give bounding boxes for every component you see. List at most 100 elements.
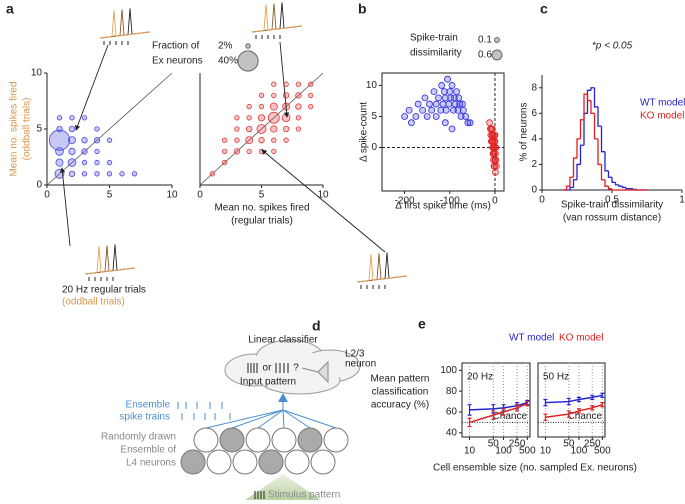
trace xyxy=(99,9,151,39)
size-legend-marker xyxy=(237,50,259,72)
point xyxy=(426,100,433,108)
bubble xyxy=(55,158,64,167)
bubble xyxy=(308,92,314,99)
error-bar xyxy=(515,404,520,412)
histogram-step xyxy=(569,176,574,187)
y-tick-label: 100 xyxy=(440,365,457,376)
point xyxy=(455,94,463,102)
histogram-step xyxy=(579,144,584,165)
bubble xyxy=(69,115,75,121)
bubble xyxy=(221,159,228,166)
y-axis-label: classification xyxy=(372,387,429,398)
bubble xyxy=(221,137,228,143)
pointer-arrow xyxy=(279,41,290,118)
x-tick-label: 250 xyxy=(584,439,601,450)
chart: 0 5 10 Mean no. spikes fired (regular trials… xyxy=(197,72,329,227)
x-tick-label: 0.5 xyxy=(605,195,619,206)
error-bar xyxy=(543,413,548,421)
point xyxy=(445,100,453,108)
bubble xyxy=(295,103,302,110)
x-tick-label: 50 xyxy=(488,439,500,450)
point xyxy=(487,137,495,145)
bubble xyxy=(94,171,100,177)
histogram-step xyxy=(597,138,602,166)
histogram-step xyxy=(597,106,602,127)
plot-frame xyxy=(381,72,505,192)
panel-letter: e xyxy=(418,316,426,332)
point xyxy=(490,144,498,151)
trace xyxy=(99,10,151,39)
trace xyxy=(84,246,136,275)
ensemble-label: L4 neurons xyxy=(126,458,176,469)
size-legend-marker xyxy=(494,37,500,43)
point xyxy=(435,94,442,102)
x-tick-label: 0 xyxy=(492,196,498,207)
x-tick-label: 10 xyxy=(464,446,476,457)
point xyxy=(419,106,427,114)
x-tick-label: 250 xyxy=(509,439,526,450)
y-axis-label: Mean pattern xyxy=(371,374,430,385)
y-tick-label: 0 xyxy=(531,185,537,196)
bubble xyxy=(246,115,252,121)
point xyxy=(439,100,447,108)
size-legend-title: Ex neurons xyxy=(152,56,203,67)
plot-frame xyxy=(537,362,606,438)
pointer-arrow xyxy=(75,44,109,131)
histogram-step xyxy=(579,119,584,139)
error-bar xyxy=(600,402,605,408)
point xyxy=(491,131,498,139)
histogram-step xyxy=(600,126,605,153)
projections xyxy=(205,400,337,429)
size-legend-title: dissimilarity xyxy=(410,48,462,59)
neuron-link xyxy=(301,367,319,373)
point xyxy=(407,119,415,127)
bubble xyxy=(295,126,302,132)
pointer-arrow xyxy=(59,167,71,247)
x-tick-label: 10 xyxy=(166,190,178,201)
y-axis-label: Δ spike-count xyxy=(359,102,370,162)
error-bar xyxy=(491,410,496,420)
trace xyxy=(99,8,151,39)
diagram-title: Linear classifier xyxy=(248,335,318,346)
y-tick-label: 80 xyxy=(446,386,458,397)
point xyxy=(441,119,449,127)
histogram-step xyxy=(632,188,637,191)
histogram-step xyxy=(607,170,612,178)
arrow-head xyxy=(278,393,288,402)
histogram-step xyxy=(590,87,595,91)
x-tick-label: -200 xyxy=(395,196,415,207)
point xyxy=(464,119,472,127)
trace xyxy=(356,254,408,283)
neuron-layer xyxy=(180,427,349,475)
ensemble-label: Ensemble of xyxy=(120,445,176,456)
x-axis-label: (regular trials) xyxy=(231,216,293,227)
annotation: (oddball trials) xyxy=(62,297,125,308)
bubble xyxy=(68,147,76,155)
histogram-step xyxy=(586,94,591,102)
histogram-step xyxy=(593,113,598,140)
point xyxy=(466,119,474,127)
bubble xyxy=(308,103,314,110)
error-bar xyxy=(501,408,506,416)
y-tick-label: 5 xyxy=(371,111,377,122)
bubble xyxy=(270,125,278,133)
error-bar xyxy=(467,417,472,428)
error-bar xyxy=(543,398,548,407)
bubble xyxy=(48,129,71,151)
inset-trace xyxy=(84,244,136,281)
x-tick-label: 100 xyxy=(495,446,512,457)
trace xyxy=(251,2,303,33)
histogram-step xyxy=(604,151,609,172)
inset-trace xyxy=(99,8,151,45)
trace xyxy=(251,3,303,33)
bubble xyxy=(295,81,302,87)
identity-line xyxy=(46,72,173,186)
histogram-step xyxy=(618,184,623,187)
histogram-step xyxy=(565,185,570,190)
panel-letter: c xyxy=(540,1,548,17)
y-tick-label: 60 xyxy=(446,407,458,418)
x-axis-label: Δ first spike time (ms) xyxy=(395,201,491,212)
bubble xyxy=(234,126,240,132)
size-legend-label: 40% xyxy=(218,56,238,67)
